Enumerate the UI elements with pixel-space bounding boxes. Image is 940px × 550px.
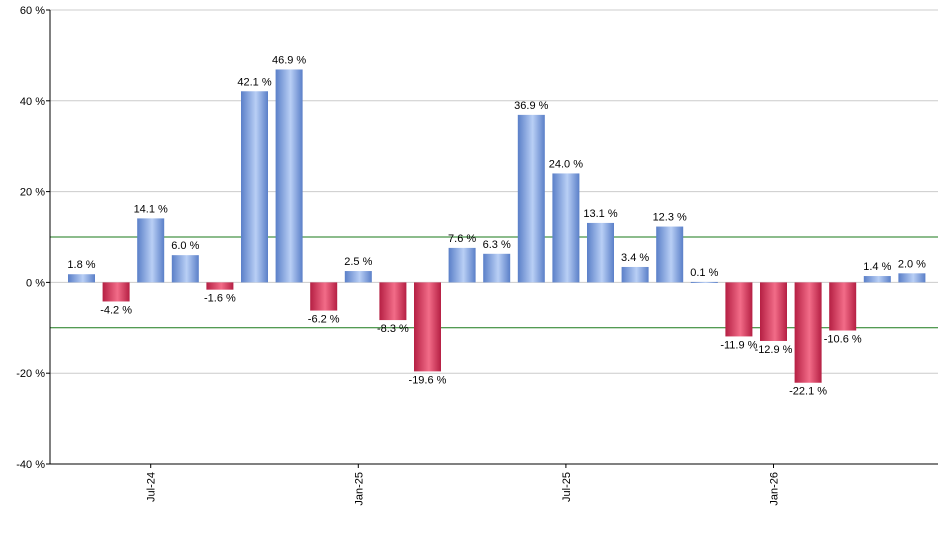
- bar: [102, 282, 130, 302]
- bar: [863, 276, 891, 283]
- x-tick-label: Jul-24: [146, 472, 158, 502]
- data-label: 24.0 %: [549, 158, 583, 170]
- data-label: 36.9 %: [514, 100, 548, 112]
- axes: -40 % -20 % 0 % 20 % 40 % 60 % Jul-24 Jan-25 Jul…: [16, 5, 938, 506]
- y-tick-label: 60 %: [20, 5, 45, 17]
- x-tick-label: Jul-25: [561, 472, 573, 502]
- data-label: 13.1 %: [583, 208, 617, 220]
- bar: [552, 173, 580, 283]
- bar: [68, 274, 95, 283]
- data-label: 6.3 %: [483, 239, 511, 251]
- bar: [621, 266, 649, 283]
- data-label: 2.5 %: [344, 256, 372, 268]
- bar: [206, 282, 234, 290]
- data-label: 12.3 %: [653, 212, 687, 224]
- data-label: 46.9 %: [272, 54, 306, 66]
- data-labels: 1.8 % -4.2 % 14.1 % 6.0 % -1.6 % 42.1 %46.9 %…: [67, 54, 926, 397]
- data-label: 3.4 %: [621, 252, 649, 264]
- data-label: 0.1 %: [690, 267, 718, 279]
- bar: [344, 271, 372, 283]
- data-label: -6.2 %: [308, 314, 340, 326]
- bar: [483, 253, 511, 283]
- bar: [587, 222, 614, 283]
- data-label: -1.6 %: [204, 293, 236, 305]
- reference-lines: [50, 236, 938, 329]
- y-tick-label: -20 %: [16, 368, 45, 380]
- y-tick-label: 0 %: [26, 277, 45, 289]
- data-label: -12.9 %: [755, 344, 793, 356]
- data-label: -22.1 %: [789, 386, 827, 398]
- bar: [379, 282, 407, 321]
- bar: [794, 282, 822, 383]
- bar: [275, 69, 303, 283]
- bar: [656, 226, 684, 283]
- bar: [829, 282, 857, 331]
- data-label: -4.2 %: [100, 304, 132, 316]
- data-label: 14.1 %: [134, 203, 168, 215]
- x-tick-label: Jan-26: [769, 472, 781, 506]
- bar: [448, 247, 476, 283]
- bar: [137, 218, 165, 283]
- bar: [760, 282, 787, 341]
- data-label: 1.4 %: [863, 261, 891, 273]
- bar: [171, 255, 199, 283]
- x-tick-label: Jan-25: [353, 472, 365, 506]
- bars: [68, 69, 926, 383]
- bar: [241, 91, 268, 283]
- data-label: -10.6 %: [824, 334, 862, 346]
- data-label: 2.0 %: [898, 258, 926, 270]
- y-tick-label: -40 %: [16, 459, 45, 471]
- y-tick-label: 40 %: [20, 96, 45, 108]
- data-label: 6.0 %: [171, 240, 199, 252]
- data-label: -8.3 %: [377, 323, 409, 335]
- bar: [898, 273, 926, 283]
- bar: [690, 281, 718, 283]
- data-label: 1.8 %: [67, 259, 95, 271]
- bar: [310, 282, 338, 311]
- bar: [517, 114, 545, 283]
- data-label: 7.6 %: [448, 233, 476, 245]
- data-label: 42.1 %: [237, 76, 271, 88]
- data-label: -11.9 %: [720, 339, 757, 351]
- bar: [725, 282, 753, 337]
- y-tick-label: 20 %: [20, 187, 45, 199]
- data-label: -19.6 %: [409, 374, 447, 386]
- bar: [414, 282, 441, 372]
